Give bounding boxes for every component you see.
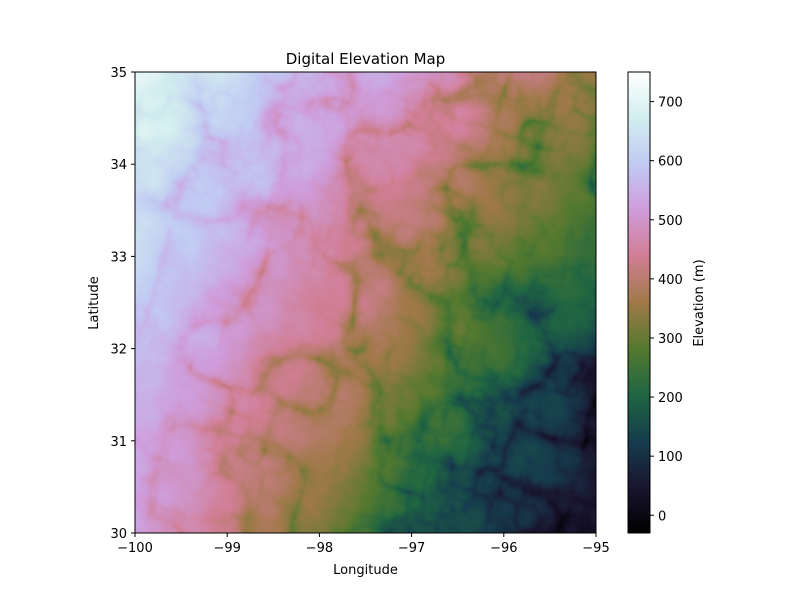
elevation-raster [135, 72, 596, 533]
x-tick-label: −99 [213, 541, 240, 556]
y-tick-label: 35 [110, 66, 127, 81]
x-axis-label: Longitude [333, 563, 398, 578]
y-tick-label: 30 [110, 527, 127, 542]
y-tick-label: 34 [110, 158, 127, 173]
colorbar-label: Elevation (m) [692, 259, 707, 346]
elevation-map [135, 72, 596, 533]
colorbar-tick-label: 500 [658, 214, 683, 229]
colorbar-tick-label: 0 [658, 509, 666, 524]
y-tick-label: 32 [110, 343, 127, 358]
colorbar: 0 100 200 300 400 500 600 700 Elevation (m) [627, 71, 707, 534]
colorbar-gradient [628, 72, 650, 533]
x-tick-label: −95 [582, 541, 609, 556]
colorbar-frame [627, 71, 651, 534]
y-tick-label: 33 [110, 250, 127, 265]
plot-frame [134, 71, 597, 534]
x-tick-label: −97 [398, 541, 425, 556]
y-axis: 30 31 32 33 34 35 [110, 66, 135, 542]
y-tick-label: 31 [110, 435, 127, 450]
x-tick-label: −98 [306, 541, 333, 556]
colorbar-tick-label: 200 [658, 391, 683, 406]
x-axis: −100 −99 −98 −97 −96 −95 [117, 533, 610, 556]
colorbar-tick-label: 100 [658, 450, 683, 465]
chart-title: Digital Elevation Map [286, 50, 446, 68]
colorbar-tick-label: 300 [658, 332, 683, 347]
colorbar-tick-label: 400 [658, 273, 683, 288]
x-tick-label: −96 [490, 541, 517, 556]
colorbar-tick-label: 700 [658, 96, 683, 111]
colorbar-tick-label: 600 [658, 155, 683, 170]
y-axis-label: Latitude [87, 276, 102, 330]
x-tick-label: −100 [117, 541, 153, 556]
